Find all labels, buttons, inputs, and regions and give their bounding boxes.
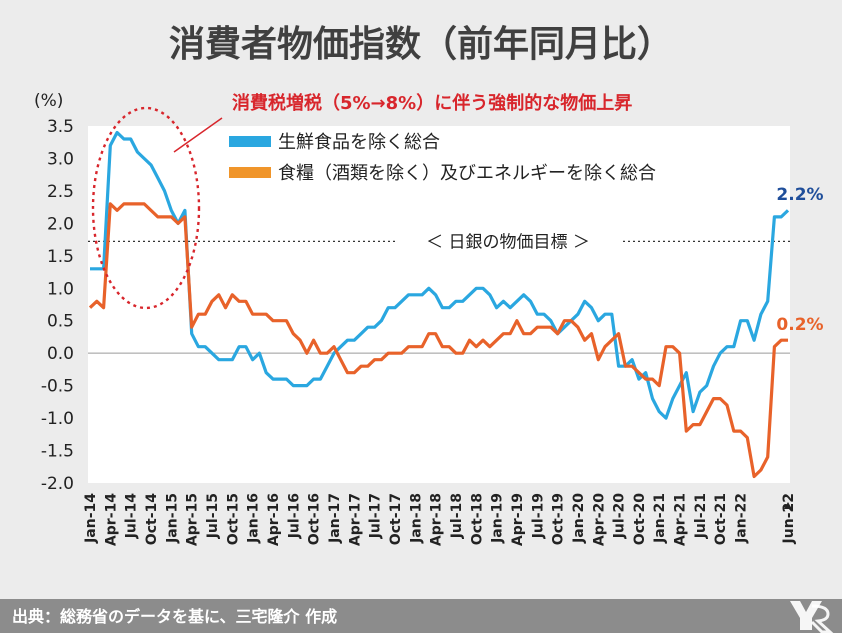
x-tick-label: Apr-15 <box>185 493 201 546</box>
source-footer: 出典：総務省のデータを基に、三宅隆介 作成 <box>12 607 337 626</box>
x-tick-label: Jul-15 <box>205 493 221 539</box>
x-tick-label: Jul-16 <box>286 493 302 539</box>
x-tick-label: Jan-19 <box>490 493 506 544</box>
y-tick-label: -1.5 <box>41 442 74 462</box>
x-tick-label: Jan-16 <box>246 493 262 544</box>
end-label-core-cpi: 2.2% <box>776 185 823 205</box>
x-tick-label: Apr-17 <box>347 493 363 546</box>
x-tick-label: Jan-18 <box>408 493 424 544</box>
y-tick-label: 1.5 <box>47 247 74 267</box>
tax-hike-annotation: 消費税増税（5%→8%）に伴う強制的な物価上昇 <box>232 92 632 114</box>
logo-icon <box>790 601 834 633</box>
legend-label-core-core-cpi: 食糧（酒類を除く）及びエネルギーを除く総合 <box>278 163 656 184</box>
x-tick-label: Apr-14 <box>103 493 119 546</box>
x-axis-ticks: Jan-14 Apr-14 Jul-14 Oct-14 Jan-15 Apr-15 Jul-… <box>83 493 797 546</box>
x-tick-label: Jul-14 <box>124 493 140 540</box>
series-line-core-core-cpi <box>88 202 788 479</box>
y-tick-label: 0.5 <box>47 312 74 332</box>
y-tick-label: 1.0 <box>47 279 74 299</box>
x-tick-label: Jul-18 <box>449 493 465 539</box>
x-tick-label: Oct-20 <box>632 493 648 545</box>
x-tick-label: Jan-17 <box>327 493 343 544</box>
footer-bar <box>0 599 842 633</box>
x-tick-label: Jan-21 <box>652 493 668 544</box>
x-tick-label: Jul-21 <box>693 493 709 539</box>
series-line-core-cpi <box>90 130 790 420</box>
x-tick-label: Jun-22 <box>781 493 797 544</box>
x-tick-label: Jul-20 <box>612 493 628 540</box>
x-tick-label: Oct-21 <box>713 493 729 545</box>
x-tick-label: Jan-20 <box>571 493 587 544</box>
bank-target-label: ＜ 日銀の物価目標 ＞ <box>426 232 590 252</box>
y-tick-label: 3.0 <box>47 149 74 169</box>
legend: 生鮮食品を除く総合 食糧（酒類を除く）及びエネルギーを除く総合 <box>229 132 656 184</box>
y-tick-label: 3.5 <box>47 117 74 137</box>
x-tick-label: Jan-22 <box>734 493 750 544</box>
y-axis-label: (%) <box>34 91 63 111</box>
x-tick-label: Jan-14 <box>83 493 99 544</box>
legend-swatch-core-cpi <box>229 136 271 147</box>
tax-hike-ellipse <box>91 106 201 310</box>
x-tick-label: Oct-17 <box>388 493 404 545</box>
y-tick-label: -1.0 <box>41 409 74 429</box>
x-tick-label: Oct-15 <box>225 493 241 545</box>
end-label-core-core-cpi: 0.2% <box>776 315 823 335</box>
x-tick-label: Apr-20 <box>591 493 607 546</box>
y-tick-label: -2.0 <box>41 474 74 494</box>
annotation-leader-line <box>173 117 223 153</box>
chart-title: 消費者物価指数（前年同月比） <box>169 24 673 65</box>
end-arrow-icon <box>784 502 792 509</box>
x-tick-label: Oct-18 <box>469 493 485 545</box>
x-tick-label: Oct-14 <box>144 493 160 545</box>
y-axis-ticks: 3.5 3.0 2.5 2.0 1.5 1.0 0.5 0.0 -0.5 -1.0 -1.5 -2.0 <box>41 117 74 494</box>
y-tick-label: 2.0 <box>47 214 74 234</box>
x-tick-label: Jul-17 <box>368 493 384 539</box>
x-tick-label: Apr-19 <box>510 493 526 546</box>
y-tick-label: 0.0 <box>47 344 74 364</box>
x-tick-label: Apr-18 <box>429 493 445 546</box>
legend-label-core-cpi: 生鮮食品を除く総合 <box>278 132 440 153</box>
y-tick-label: -0.5 <box>41 377 74 397</box>
y-tick-label: 2.5 <box>47 182 74 202</box>
x-tick-label: Apr-21 <box>673 493 689 546</box>
x-tick-label: Oct-16 <box>307 493 323 545</box>
x-tick-label: Apr-16 <box>266 493 282 546</box>
x-tick-label: Jul-19 <box>530 493 546 539</box>
bank-target-label-bg <box>396 229 622 254</box>
x-tick-label: Jan-15 <box>164 493 180 544</box>
x-tick-label: Oct-19 <box>551 493 567 545</box>
legend-swatch-core-core-cpi <box>229 167 271 178</box>
